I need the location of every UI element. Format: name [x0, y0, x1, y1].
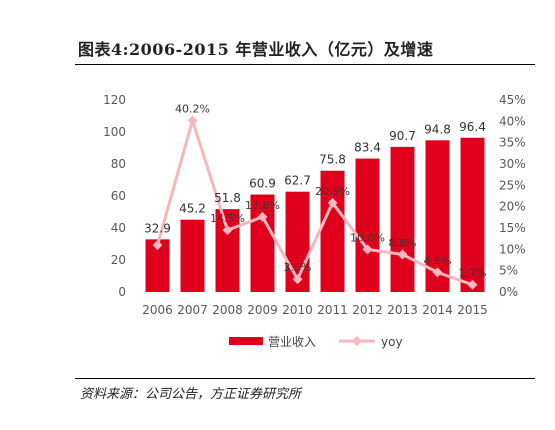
revenue-bar-label: 45.2	[179, 202, 206, 216]
x-tick-label: 2007	[177, 303, 208, 317]
y-right-tick-label: 5%	[499, 264, 518, 278]
yoy-label: 17.6%	[245, 199, 280, 212]
revenue-bar	[355, 158, 380, 292]
yoy-point	[362, 244, 373, 255]
y-right-tick-label: 30%	[499, 157, 526, 171]
y-right-tick-label: 0%	[499, 285, 518, 299]
source-note: 资料来源：公司公告，方正证券研究所	[80, 387, 302, 402]
x-tick-label: 2015	[457, 303, 488, 317]
yoy-label: 1.7%	[459, 267, 487, 280]
revenue-bar-label: 32.9	[144, 221, 171, 235]
y-left-tick-label: 120	[103, 93, 126, 107]
y-left-tick-label: 0	[118, 285, 126, 299]
yoy-point	[152, 240, 163, 251]
yoy-point	[187, 115, 198, 126]
yoy-label: 8.8%	[389, 236, 417, 249]
revenue-bar-label: 60.9	[249, 177, 276, 191]
x-tick-label: 2013	[387, 303, 418, 317]
y-left-tick-label: 60	[111, 189, 126, 203]
chart-title: 图表4:2006-2015 年营业收入（亿元）及增速	[78, 40, 434, 59]
y-right-tick-label: 25%	[499, 178, 526, 192]
yoy-point	[467, 279, 478, 290]
y-right-tick-label: 15%	[499, 221, 526, 235]
legend-label-revenue: 营业收入	[268, 335, 316, 349]
y-left-tick-label: 80	[111, 157, 126, 171]
yoy-label: 14.5%	[210, 212, 245, 225]
yoy-label: 4.6%	[424, 254, 452, 267]
legend-label-yoy: yoy	[381, 335, 403, 349]
legend-marker-yoy	[352, 336, 362, 346]
revenue-bar-label: 83.4	[354, 141, 381, 155]
y-left-tick-label: 20	[111, 253, 126, 267]
y-right-tick-label: 20%	[499, 200, 526, 214]
yoy-label: 40.2%	[175, 102, 210, 115]
revenue-bar-label: 94.8	[424, 122, 451, 136]
revenue-bar-label: 62.7	[284, 174, 311, 188]
yoy-label: 3.0%	[284, 261, 312, 274]
revenue-bar-label: 90.7	[389, 129, 416, 143]
revenue-bar	[390, 146, 415, 292]
revenue-bar	[215, 209, 240, 292]
x-tick-label: 2011	[317, 303, 348, 317]
x-tick-label: 2009	[247, 303, 278, 317]
yoy-point	[432, 267, 443, 278]
source-rule	[75, 378, 535, 379]
y-right-tick-label: 35%	[499, 136, 526, 150]
y-left-tick-label: 40	[111, 221, 126, 235]
legend-swatch-revenue	[229, 337, 263, 345]
y-right-tick-label: 40%	[499, 114, 526, 128]
revenue-bar-label: 51.8	[214, 191, 241, 205]
y-right-tick-label: 10%	[499, 242, 526, 256]
yoy-point	[257, 211, 268, 222]
yoy-point	[327, 197, 338, 208]
revenue-bar-label: 75.8	[319, 153, 346, 167]
title-rule	[75, 64, 535, 65]
y-right-tick-label: 45%	[499, 93, 526, 107]
revenue-bar-label: 96.4	[459, 120, 486, 134]
revenue-bar	[250, 194, 275, 292]
x-tick-label: 2008	[212, 303, 243, 317]
x-tick-label: 2010	[282, 303, 313, 317]
yoy-point	[292, 274, 303, 285]
revenue-bar	[180, 219, 205, 292]
x-tick-label: 2006	[142, 303, 173, 317]
yoy-point	[397, 249, 408, 260]
yoy-label: 10.0%	[350, 231, 385, 244]
yoy-label: 20.9%	[315, 185, 350, 198]
yoy-point	[222, 225, 233, 236]
revenue-bar	[460, 137, 485, 292]
x-tick-label: 2012	[352, 303, 383, 317]
y-left-tick-label: 100	[103, 125, 126, 139]
x-tick-label: 2014	[422, 303, 453, 317]
revenue-bar	[320, 170, 345, 292]
yoy-line	[156, 115, 473, 287]
